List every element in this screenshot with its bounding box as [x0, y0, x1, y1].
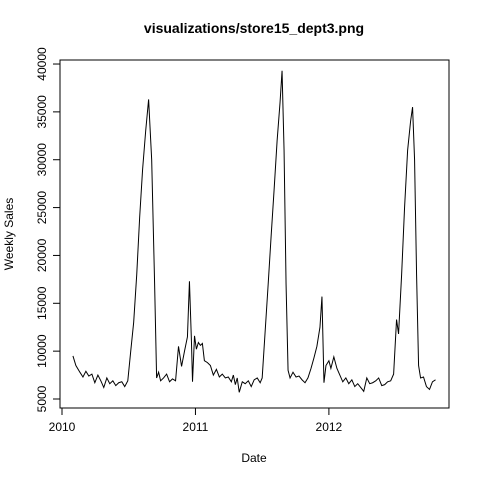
line-series — [72, 70, 436, 393]
chart-title: visualizations/store15_dept3.png — [144, 20, 364, 36]
y-tick-label: 20000 — [35, 238, 49, 272]
y-tick-label: 5000 — [35, 385, 49, 412]
y-axis-label: Weekly Sales — [2, 198, 16, 270]
y-tick-label: 25000 — [35, 191, 49, 225]
x-tick-label: 2011 — [183, 420, 209, 434]
y-tick-label: 40000 — [35, 47, 49, 81]
x-tick-label: 2012 — [316, 420, 343, 434]
x-tick-label: 2010 — [49, 420, 76, 434]
y-tick-label: 15000 — [35, 286, 49, 320]
y-tick-label: 35000 — [35, 95, 49, 129]
y-tick-label: 10000 — [35, 334, 49, 368]
x-axis-label: Date — [241, 451, 267, 465]
plot-frame — [59, 59, 450, 409]
y-tick-label: 30000 — [35, 143, 49, 177]
